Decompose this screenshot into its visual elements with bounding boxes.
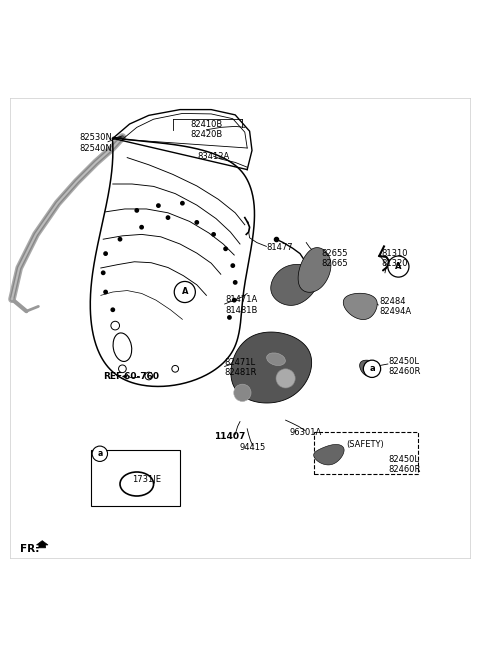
Text: A: A [181, 287, 188, 297]
Text: a: a [97, 449, 102, 459]
Text: a: a [369, 364, 375, 373]
Polygon shape [343, 293, 377, 319]
Circle shape [156, 203, 161, 208]
Circle shape [388, 256, 409, 277]
Text: FR.: FR. [20, 544, 39, 554]
Polygon shape [314, 444, 344, 465]
Circle shape [92, 446, 108, 461]
Text: REF.60-760: REF.60-760 [103, 373, 159, 381]
Polygon shape [271, 264, 319, 305]
Text: 11407: 11407 [214, 432, 245, 441]
Text: 81471A
81481B: 81471A 81481B [226, 295, 258, 315]
Text: 81477: 81477 [266, 243, 293, 252]
Text: 83412A: 83412A [197, 152, 230, 161]
Polygon shape [36, 541, 48, 548]
Polygon shape [298, 247, 331, 293]
Circle shape [166, 215, 170, 220]
Text: (SAFETY): (SAFETY) [346, 440, 384, 449]
Text: 1731JE: 1731JE [132, 475, 161, 483]
Circle shape [234, 384, 251, 401]
FancyBboxPatch shape [314, 432, 418, 474]
Text: 82450L
82460R: 82450L 82460R [389, 455, 421, 474]
Circle shape [230, 263, 235, 268]
Polygon shape [360, 360, 377, 376]
Circle shape [110, 308, 115, 312]
Circle shape [134, 208, 139, 213]
Circle shape [118, 237, 122, 241]
Ellipse shape [266, 353, 286, 365]
Circle shape [363, 360, 381, 377]
Text: 82655
82665: 82655 82665 [322, 249, 348, 268]
Circle shape [101, 270, 106, 276]
Text: 82484
82494A: 82484 82494A [379, 297, 411, 316]
Text: 82530N
82540N: 82530N 82540N [79, 134, 112, 153]
Text: 82410B
82420B: 82410B 82420B [190, 120, 223, 140]
Text: 81310
81320: 81310 81320 [382, 249, 408, 268]
Text: A: A [395, 262, 402, 271]
Circle shape [180, 201, 185, 205]
Circle shape [139, 225, 144, 230]
Circle shape [211, 232, 216, 237]
Circle shape [223, 247, 228, 251]
Text: 96301A: 96301A [289, 428, 322, 437]
Text: 82471L
82481R: 82471L 82481R [225, 358, 257, 377]
Circle shape [174, 281, 195, 302]
Text: 82450L
82460R: 82450L 82460R [389, 357, 421, 376]
Circle shape [233, 280, 238, 285]
FancyBboxPatch shape [91, 451, 180, 506]
Circle shape [232, 298, 237, 302]
Text: 94415: 94415 [240, 443, 266, 451]
Circle shape [103, 251, 108, 256]
Polygon shape [231, 332, 312, 403]
Circle shape [194, 220, 199, 225]
Circle shape [227, 315, 232, 320]
Circle shape [276, 369, 295, 388]
Circle shape [103, 289, 108, 295]
